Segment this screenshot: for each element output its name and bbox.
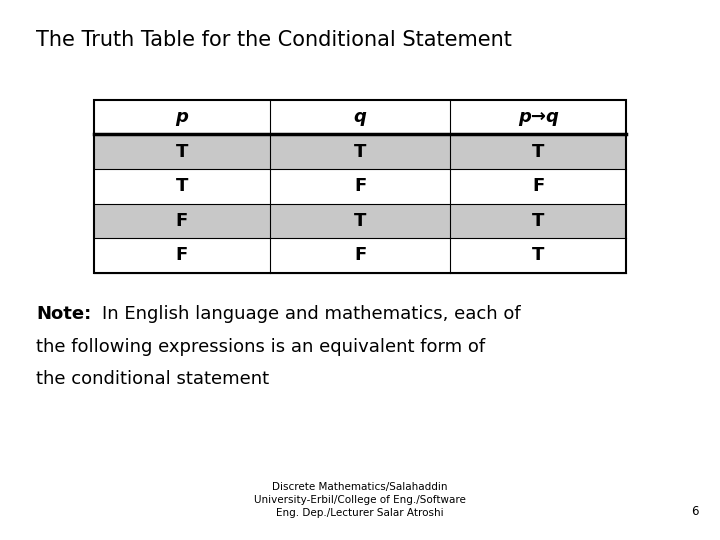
Text: the conditional statement: the conditional statement xyxy=(36,370,269,388)
Bar xyxy=(450,238,626,273)
Text: p: p xyxy=(176,108,188,126)
Text: p→q: p→q xyxy=(518,108,559,126)
Text: F: F xyxy=(176,246,188,265)
Bar xyxy=(450,204,626,238)
Bar xyxy=(450,100,626,134)
Text: T: T xyxy=(176,143,188,161)
Text: T: T xyxy=(354,143,366,161)
Text: 6: 6 xyxy=(691,505,698,518)
Text: the following expressions is an equivalent form of: the following expressions is an equivale… xyxy=(36,338,485,355)
Text: F: F xyxy=(532,177,544,195)
Text: In English language and mathematics, each of: In English language and mathematics, eac… xyxy=(102,305,521,323)
Text: Note:: Note: xyxy=(36,305,91,323)
Text: F: F xyxy=(354,177,366,195)
Bar xyxy=(94,169,270,204)
Bar xyxy=(94,134,270,169)
Bar xyxy=(94,100,626,273)
Bar xyxy=(94,100,270,134)
Text: T: T xyxy=(532,212,544,230)
Text: T: T xyxy=(176,177,188,195)
Text: T: T xyxy=(532,143,544,161)
Bar xyxy=(94,204,270,238)
Bar xyxy=(270,134,450,169)
Bar xyxy=(270,204,450,238)
Bar xyxy=(94,238,270,273)
Text: T: T xyxy=(354,212,366,230)
Text: q: q xyxy=(354,108,366,126)
Text: The Truth Table for the Conditional Statement: The Truth Table for the Conditional Stat… xyxy=(36,30,512,50)
Bar xyxy=(450,169,626,204)
Text: F: F xyxy=(354,246,366,265)
Text: T: T xyxy=(532,246,544,265)
Text: F: F xyxy=(176,212,188,230)
Bar xyxy=(270,238,450,273)
Text: Discrete Mathematics/Salahaddin
University-Erbil/College of Eng./Software
Eng. D: Discrete Mathematics/Salahaddin Universi… xyxy=(254,482,466,518)
Bar xyxy=(270,169,450,204)
Bar xyxy=(450,134,626,169)
Bar xyxy=(270,100,450,134)
